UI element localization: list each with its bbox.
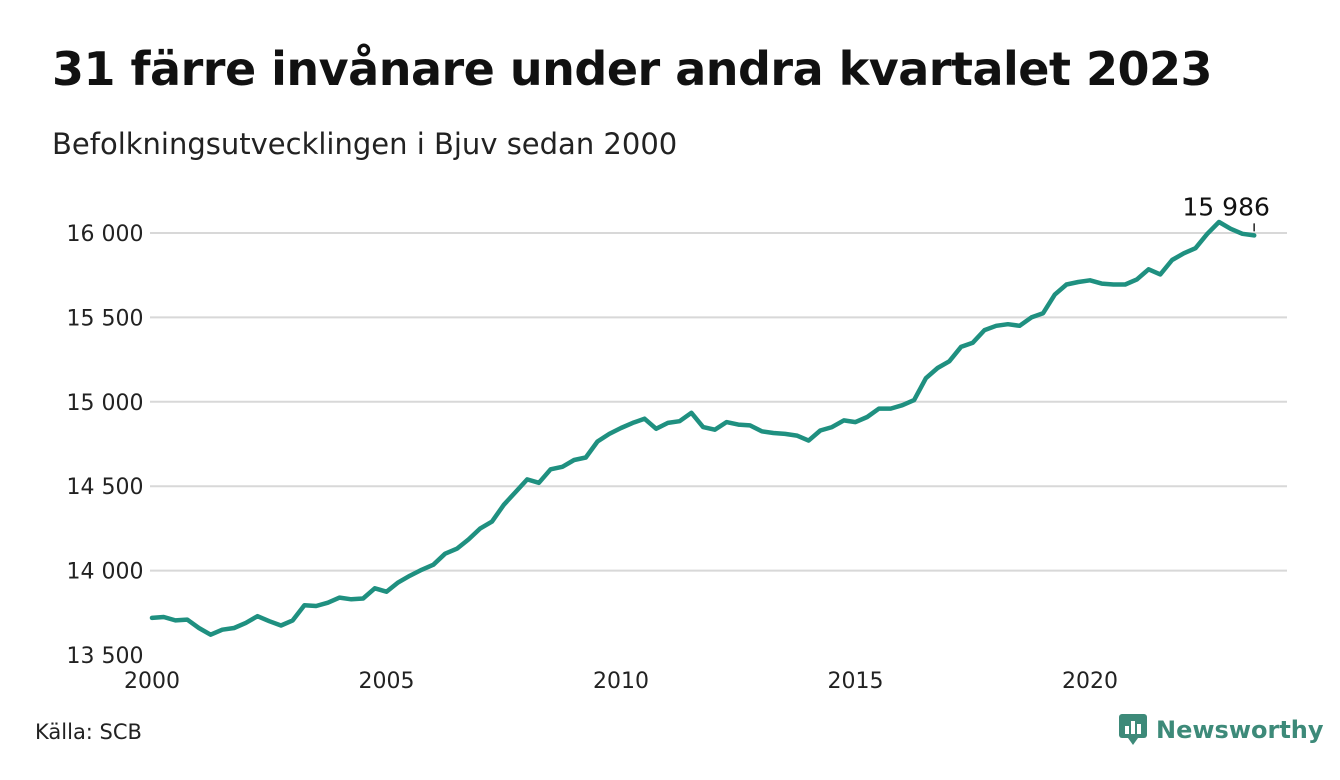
series-group <box>149 219 1257 637</box>
y-tick-label: 15 500 <box>67 306 144 331</box>
brand-logo[interactable]: Newsworthy <box>1118 713 1324 747</box>
y-tick-label: 15 000 <box>67 391 144 416</box>
newsworthy-logo-icon <box>1119 714 1147 745</box>
y-tick-label: 13 500 <box>67 644 144 669</box>
x-tick-label: 2005 <box>359 669 415 694</box>
y-tick-label: 14 000 <box>67 560 144 585</box>
page-subtitle: Befolkningsutvecklingen i Bjuv sedan 200… <box>52 127 678 161</box>
x-tick-label: 2000 <box>124 669 180 694</box>
annotation-group: 15 986 <box>1182 192 1270 232</box>
series-line <box>149 219 1257 637</box>
brand-name: Newsworthy <box>1156 716 1324 744</box>
x-tick-label: 2015 <box>828 669 884 694</box>
x-tick-label: 2020 <box>1062 669 1118 694</box>
source-note: Källa: SCB <box>35 720 142 744</box>
gridlines <box>150 232 1287 572</box>
y-tick-label: 14 500 <box>67 475 144 500</box>
population-line-chart: 13 500 14 000 14 500 15 000 15 500 16 000 200… <box>67 192 1287 694</box>
x-tick-label: 2010 <box>593 669 649 694</box>
y-axis-labels: 13 500 14 000 14 500 15 000 15 500 16 000 <box>67 222 144 669</box>
x-axis-labels: 2000 2005 2010 2015 2020 <box>124 669 1118 694</box>
annotation-label: 15 986 <box>1182 192 1269 221</box>
y-tick-label: 16 000 <box>67 222 144 247</box>
page-title: 31 färre invånare under andra kvartalet … <box>52 42 1213 96</box>
